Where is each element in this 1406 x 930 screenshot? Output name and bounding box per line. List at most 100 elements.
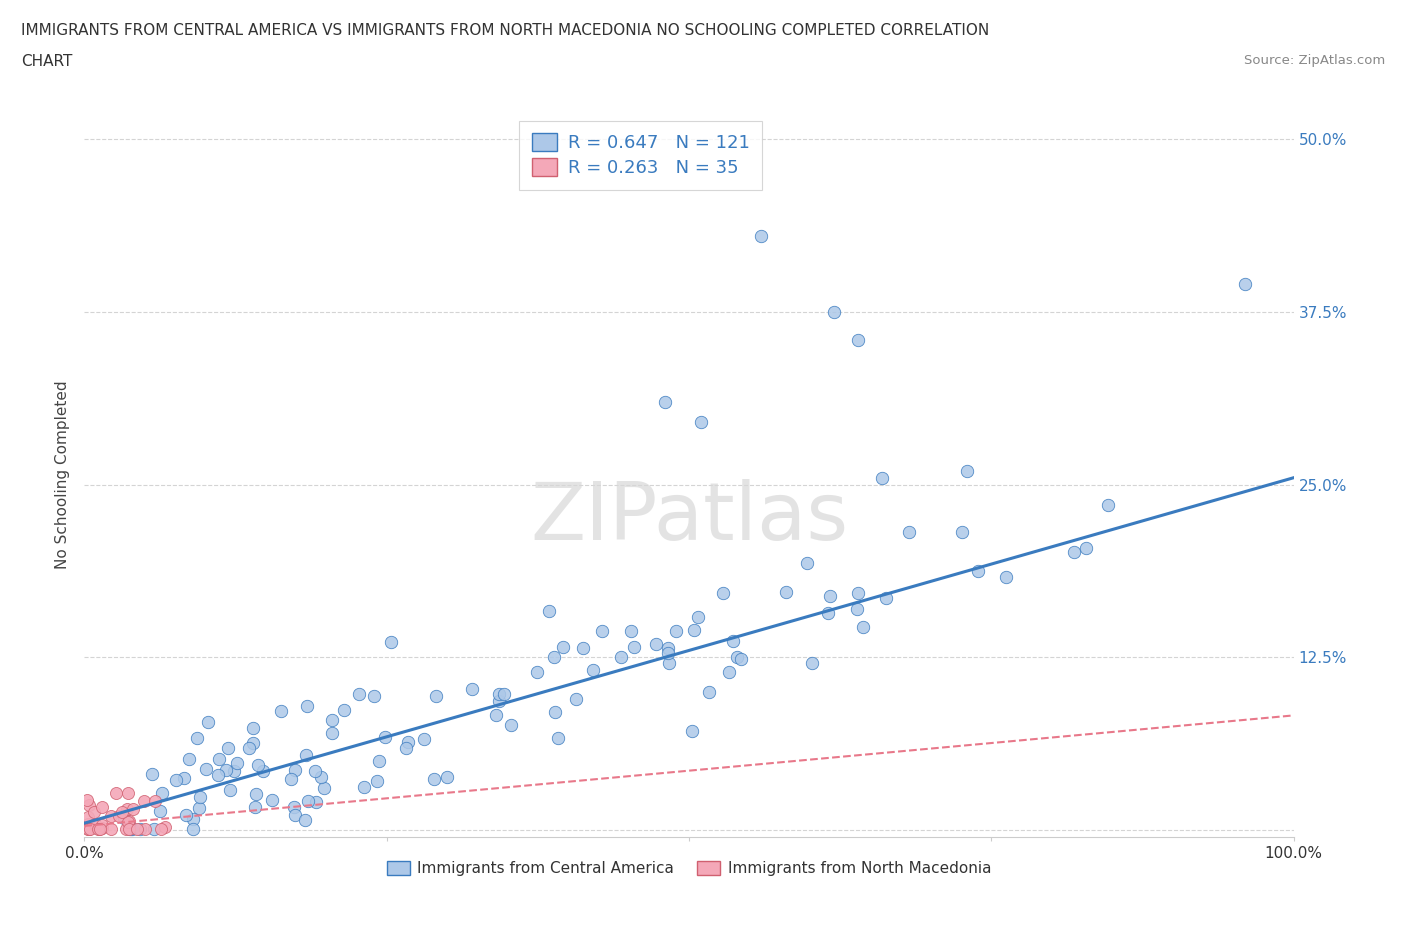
Point [100,808,122,823]
Point [121,802,143,817]
Point [83,804,105,819]
Point [218,782,240,797]
Point [872,471,894,485]
Point [697,684,720,699]
Point [664,624,686,639]
Point [112,811,135,826]
Point [1074,541,1097,556]
Point [423,771,446,786]
Point [852,620,875,635]
Point [501,718,523,733]
Point [543,705,565,720]
Point [150,821,173,836]
Point [725,649,748,664]
Point [91,800,114,815]
Point [683,622,706,637]
Point [686,610,709,625]
Point [120,821,142,836]
Point [183,812,205,827]
Point [846,601,869,616]
Point [950,525,973,540]
Point [294,812,316,827]
Point [243,800,266,815]
Point [366,774,388,789]
Point [87,821,110,836]
Point [485,708,508,723]
Point [461,682,484,697]
Point [149,804,172,818]
Point [681,724,703,738]
Point [77,798,100,813]
Point [547,731,569,746]
Point [297,698,319,713]
Point [818,589,841,604]
Point [321,725,343,740]
Point [848,585,870,600]
Point [1234,277,1257,292]
Point [187,801,209,816]
Point [284,808,307,823]
Point [107,809,129,824]
Point [129,821,152,836]
Point [309,769,332,784]
Point [270,703,292,718]
Point [730,651,752,666]
Point [134,821,156,836]
Point [321,712,343,727]
Point [966,564,988,578]
Point [197,714,219,729]
Point [214,763,236,777]
Point [76,821,98,836]
Point [368,753,391,768]
Point [121,821,143,836]
Point [373,730,395,745]
Point [413,732,436,747]
Point [87,821,110,836]
Point [347,686,370,701]
Point [153,820,176,835]
Y-axis label: No Schooling Completed: No Schooling Completed [55,380,70,568]
Point [165,773,187,788]
Point [723,633,745,648]
Point [538,603,561,618]
Point [152,786,174,801]
Point [1063,544,1085,559]
Point [283,799,305,814]
Point [105,785,128,800]
Point [208,751,231,766]
Point [718,664,741,679]
Point [796,555,818,570]
Point [644,636,666,651]
Point [177,751,200,766]
Point [252,764,274,778]
Point [304,764,326,778]
Point [623,639,645,654]
Point [657,641,679,656]
Point [620,623,643,638]
Point [120,821,142,836]
Point [242,736,264,751]
Point [823,304,845,319]
Point [77,809,100,824]
Point [186,731,208,746]
Point [610,649,633,664]
Point [312,780,335,795]
Point [956,463,979,478]
Point [143,821,166,836]
Point [90,821,112,836]
Point [711,585,734,600]
Point [875,591,897,605]
Point [132,793,155,808]
Point [188,790,211,804]
Point [488,686,510,701]
Point [775,585,797,600]
Point [141,766,163,781]
Point [380,634,402,649]
Point [217,741,239,756]
Point [238,740,260,755]
Point [117,815,139,830]
Point [77,820,100,835]
Point [90,817,112,832]
Point [658,655,681,670]
Point [654,394,676,409]
